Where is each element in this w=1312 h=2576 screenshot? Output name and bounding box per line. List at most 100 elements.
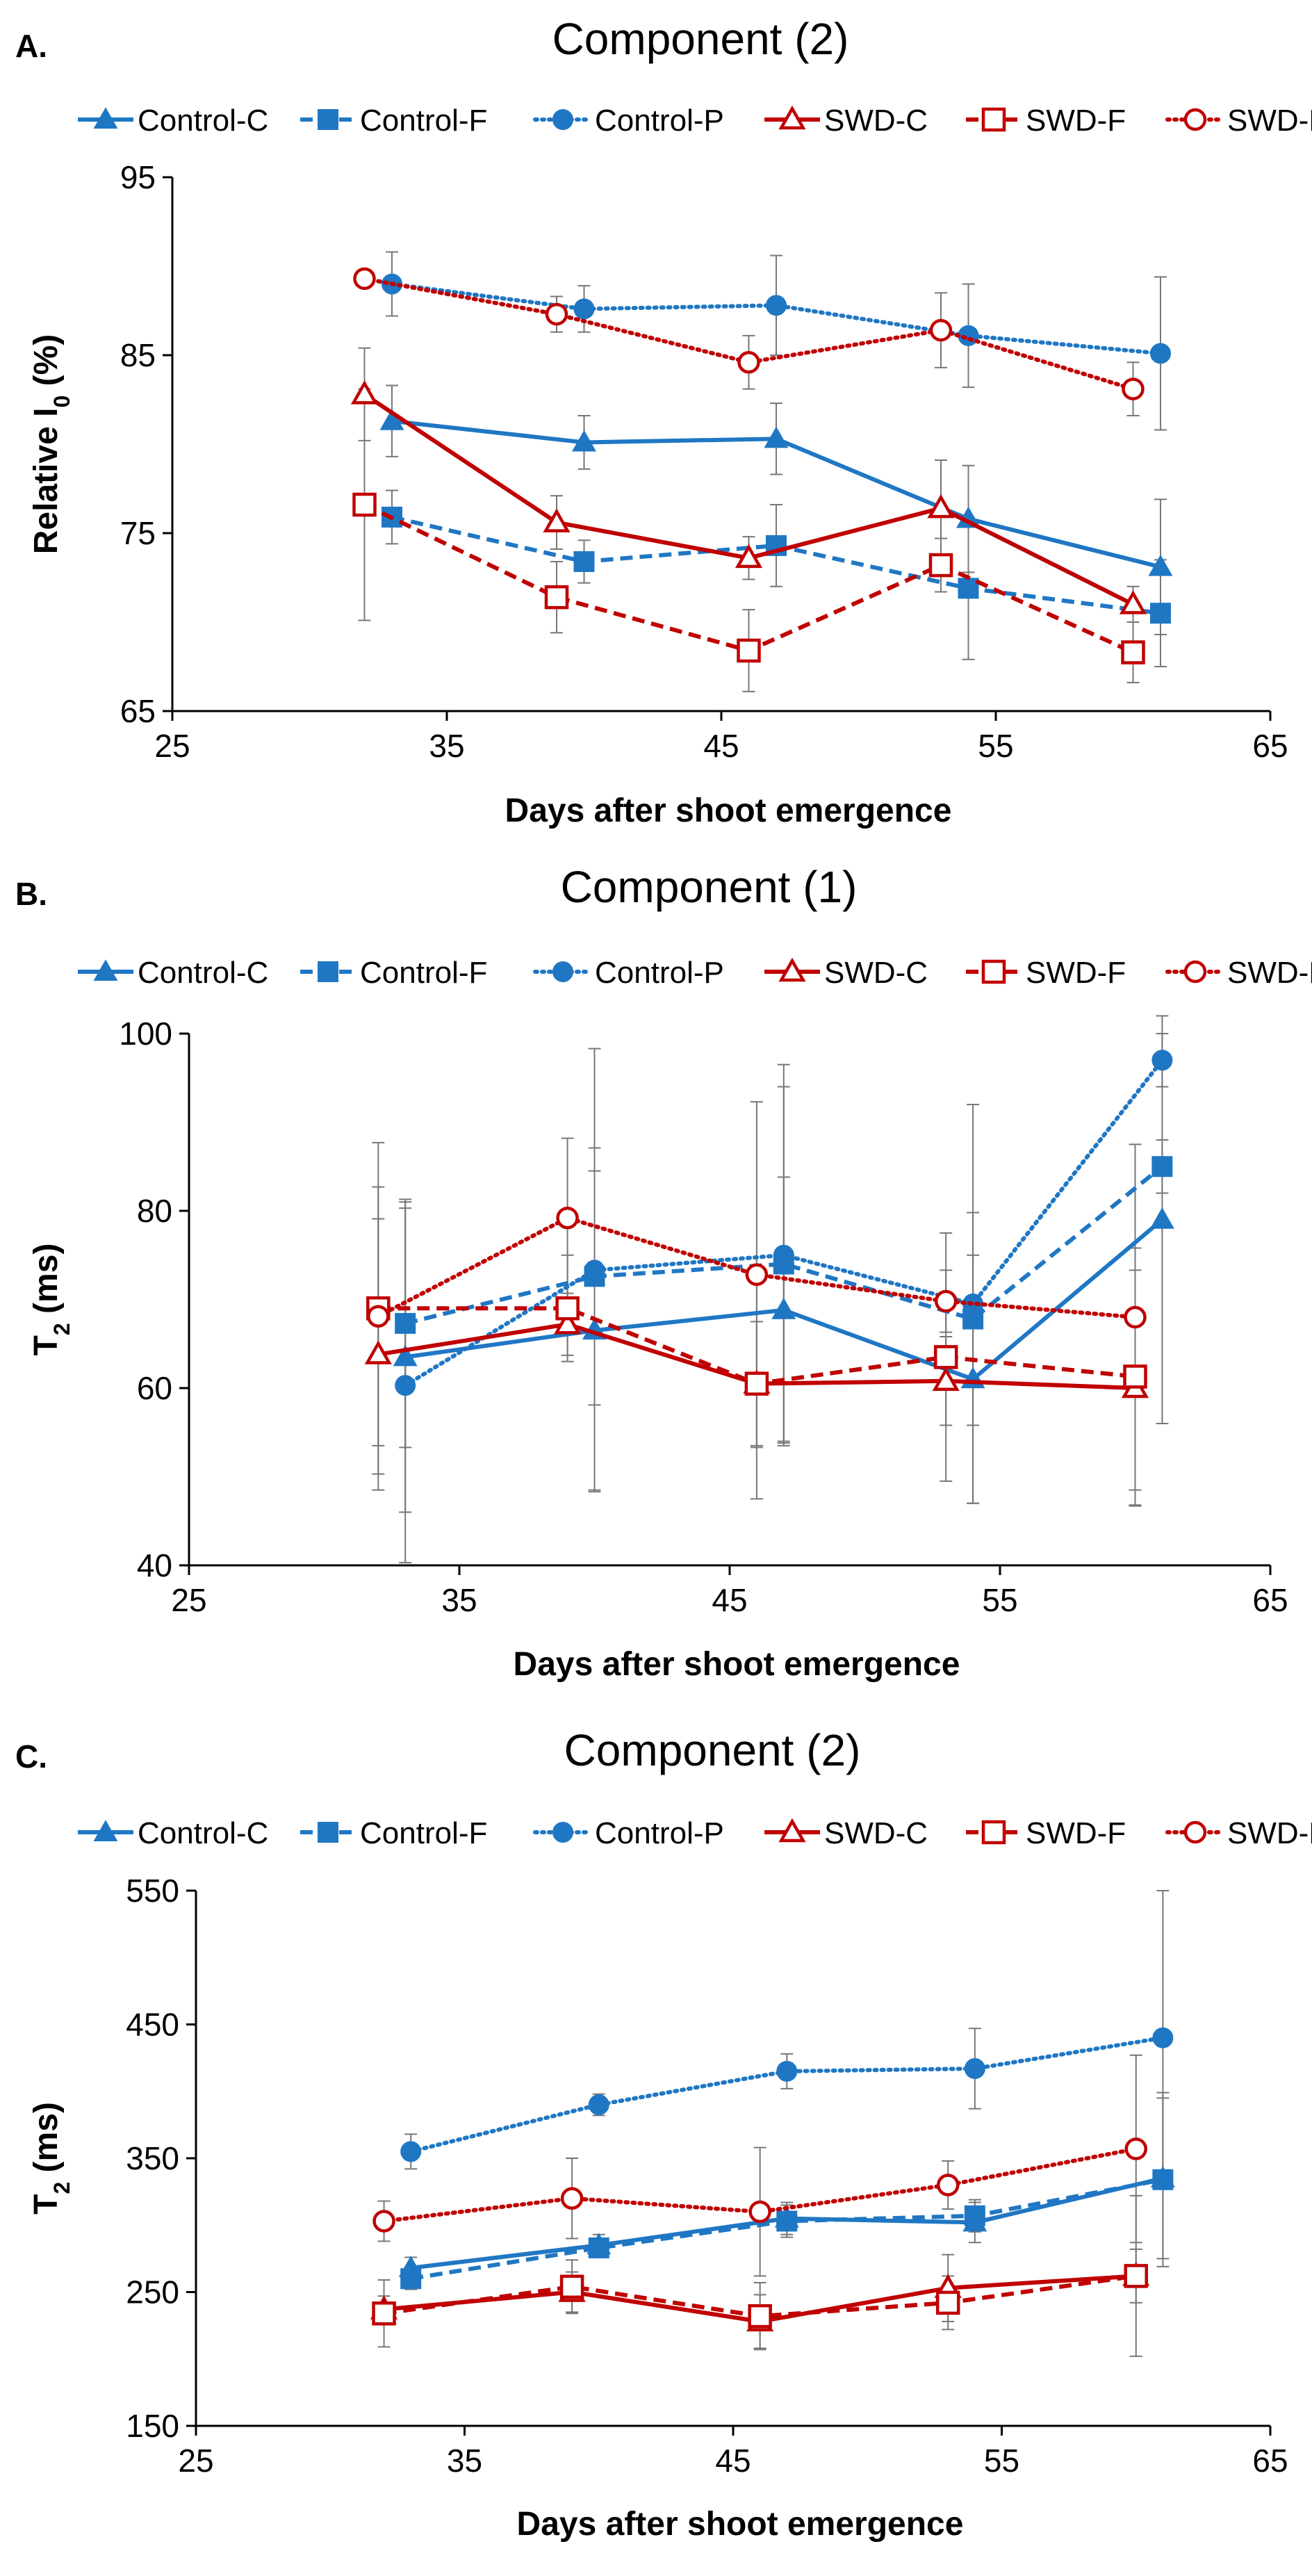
x-tick-label: 55 — [982, 1582, 1017, 1618]
legend-label: Control-F — [360, 1816, 487, 1850]
y-axis-label-tail: (ms) — [28, 2102, 65, 2182]
data-point — [395, 1312, 416, 1334]
x-axis-label: Days after shoot emergence — [517, 2506, 964, 2543]
legend-marker — [93, 959, 118, 981]
data-point — [556, 1206, 579, 1230]
error-bars — [386, 489, 1167, 667]
data-point — [1124, 2264, 1148, 2288]
axes: 150 250 350 450 550 25 35 45 55 65 — [126, 1873, 1288, 2479]
data-point — [379, 408, 404, 430]
x-tick-label: 25 — [178, 2443, 213, 2479]
y-axis-label-main: Relative I — [28, 408, 65, 555]
legend: Control-C Control-F Control-P SWD-C SWD-F SWD… — [78, 956, 1312, 990]
data-point — [543, 508, 571, 532]
y-tick-label: 80 — [137, 1193, 172, 1229]
data-point — [382, 506, 402, 528]
legend-item: SWD-F — [966, 1816, 1126, 1850]
legend-item: SWD-C — [764, 1816, 928, 1850]
series-swd-p — [372, 2137, 1147, 2233]
y-tick-label: 100 — [119, 1016, 172, 1052]
y-tick-label: 250 — [126, 2274, 179, 2310]
data-point — [934, 1289, 958, 1313]
data-point — [352, 492, 377, 517]
y-tick-label: 450 — [126, 2007, 179, 2043]
x-tick-label: 35 — [441, 1582, 477, 1618]
error-bars — [404, 1890, 1170, 2186]
legend-item: SWD-P — [1165, 1816, 1312, 1850]
legend-marker — [552, 109, 573, 130]
series-control-f — [400, 2169, 1174, 2290]
data-point — [936, 2174, 960, 2196]
legend-label: Control-P — [595, 104, 724, 138]
legend-item: Control-C — [78, 1816, 268, 1850]
legend-label: Control-C — [138, 1816, 268, 1850]
plot-area — [364, 1015, 1174, 1564]
legend-label: Control-P — [595, 1816, 724, 1850]
data-point — [776, 2210, 798, 2232]
series-control-f — [382, 506, 1171, 624]
data-point — [735, 544, 763, 569]
data-point — [395, 1375, 416, 1396]
legend-marker — [318, 961, 338, 982]
data-point — [572, 430, 596, 452]
legend-label: SWD-F — [1026, 104, 1126, 138]
legend-item: Control-P — [533, 104, 724, 138]
legend-label: SWD-C — [824, 104, 928, 138]
data-point — [1124, 2137, 1147, 2160]
y-tick-label: 75 — [120, 515, 156, 551]
error-bars — [377, 2054, 1142, 2277]
x-axis-label: Days after shoot emergence — [505, 792, 952, 829]
y-tick-label: 550 — [126, 1873, 179, 1909]
data-point — [544, 585, 569, 610]
chart-title: Component (2) — [564, 1725, 861, 1775]
series-control-p — [395, 1050, 1173, 1396]
legend-marker — [778, 1818, 806, 1843]
error-bars — [372, 1101, 1142, 1491]
legend-item: Control-P — [533, 1816, 724, 1850]
x-tick-label: 35 — [447, 2443, 482, 2479]
data-point — [1124, 1305, 1147, 1329]
legend-item: Control-C — [78, 104, 268, 138]
data-point — [964, 2205, 985, 2226]
legend-item: Control-F — [300, 104, 487, 138]
axes: 40 60 80 100 25 35 45 55 65 — [119, 1016, 1288, 1618]
legend-label: SWD-P — [1227, 104, 1312, 138]
legend-item: Control-F — [300, 956, 487, 990]
y-axis-label-tail: (%) — [28, 334, 65, 396]
data-point — [776, 2060, 798, 2082]
panel-label: B. — [15, 876, 47, 912]
legend-marker — [778, 957, 806, 982]
data-point — [737, 350, 760, 374]
data-point — [553, 1310, 582, 1335]
data-point — [1150, 603, 1171, 624]
data-point — [933, 1345, 958, 1369]
legend: Control-C Control-F Control-P SWD-C SWD-F SWD… — [78, 1816, 1312, 1850]
legend-marker — [1183, 1820, 1207, 1844]
data-point — [1148, 554, 1173, 576]
data-point — [737, 638, 761, 663]
data-point — [400, 2268, 422, 2290]
y-axis-label-main: T — [28, 1335, 65, 1355]
data-point — [748, 2304, 772, 2329]
data-point — [400, 2141, 422, 2162]
data-point — [555, 1296, 580, 1321]
data-point — [748, 2200, 771, 2224]
legend-label: SWD-P — [1227, 1816, 1312, 1850]
data-point — [1151, 1050, 1173, 1071]
legend-label: Control-C — [138, 104, 268, 138]
data-point — [958, 578, 979, 599]
legend-marker — [981, 107, 1006, 132]
series-control-p — [400, 2027, 1174, 2162]
x-tick-label: 55 — [978, 728, 1013, 764]
data-point — [1152, 2027, 1174, 2048]
data-point — [1122, 377, 1145, 400]
legend-label: Control-P — [595, 956, 724, 990]
series-line — [362, 276, 1135, 391]
chart-title: Component (1) — [561, 862, 858, 912]
data-point — [1121, 640, 1145, 665]
x-axis-label: Days after shoot emergence — [514, 1646, 960, 1683]
x-tick-label: 35 — [429, 728, 464, 764]
data-point — [372, 2301, 396, 2326]
legend-item: SWD-F — [966, 956, 1126, 990]
